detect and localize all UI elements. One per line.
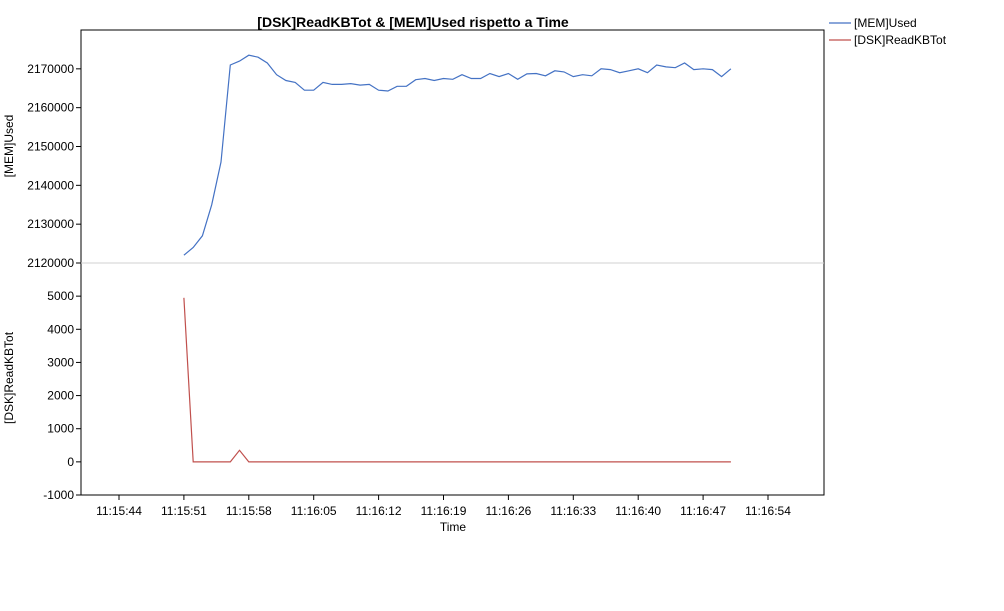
x-tick-label: 11:16:47 (680, 504, 726, 518)
y-tick-label-dsk: 0 (67, 455, 74, 469)
legend-label-dsk: [DSK]ReadKBTot (854, 33, 947, 47)
x-tick-label: 11:16:19 (421, 504, 467, 518)
x-tick-label: 11:16:05 (291, 504, 337, 518)
x-tick-label: 11:15:44 (96, 504, 142, 518)
panel-dsk-readkbtot: -1000 0 1000 2000 3000 4000 5000 (43, 289, 731, 502)
x-tick-label: 11:15:51 (161, 504, 207, 518)
y-tick-label-dsk: 5000 (47, 289, 74, 303)
y-tick-label-dsk: 2000 (47, 389, 74, 403)
x-tick-label: 11:16:26 (485, 504, 531, 518)
y-tick-label-dsk: 3000 (47, 355, 74, 369)
chart-title: [DSK]ReadKBTot & [MEM]Used rispetto a Ti… (257, 14, 569, 30)
y-axis-label-dsk: [DSK]ReadKBTot (2, 331, 16, 424)
y-tick-label-dsk: 1000 (47, 422, 74, 436)
y-axis-label-mem: [MEM]Used (2, 115, 16, 178)
y-tick-label-dsk: -1000 (43, 488, 74, 502)
x-tick-label: 11:16:33 (550, 504, 596, 518)
y-tick-label-mem: 2130000 (27, 217, 74, 231)
y-tick-label-mem: 2140000 (27, 178, 74, 192)
y-tick-label-mem: 2170000 (27, 62, 74, 76)
y-tick-label-dsk: 4000 (47, 322, 74, 336)
x-axis-label: Time (440, 520, 467, 534)
panel-mem-used: 2120000 2130000 2140000 2150000 2160000 21700… (27, 54, 732, 270)
y-tick-label-mem: 2160000 (27, 101, 74, 115)
x-tick-label: 11:16:40 (615, 504, 661, 518)
x-tick-label: 11:16:54 (745, 504, 791, 518)
y-tick-label-mem: 2150000 (27, 140, 74, 154)
legend: [MEM]Used [DSK]ReadKBTot (829, 16, 947, 47)
series-line-dsk (183, 297, 731, 463)
series-line-mem (183, 54, 732, 256)
x-tick-label: 11:16:12 (356, 504, 402, 518)
x-axis: 11:15:44 11:15:51 11:15:58 11:16:05 11:16:12… (96, 495, 791, 518)
x-tick-label: 11:15:58 (226, 504, 272, 518)
legend-label-mem: [MEM]Used (854, 16, 917, 30)
y-tick-label-mem: 2120000 (27, 256, 74, 270)
